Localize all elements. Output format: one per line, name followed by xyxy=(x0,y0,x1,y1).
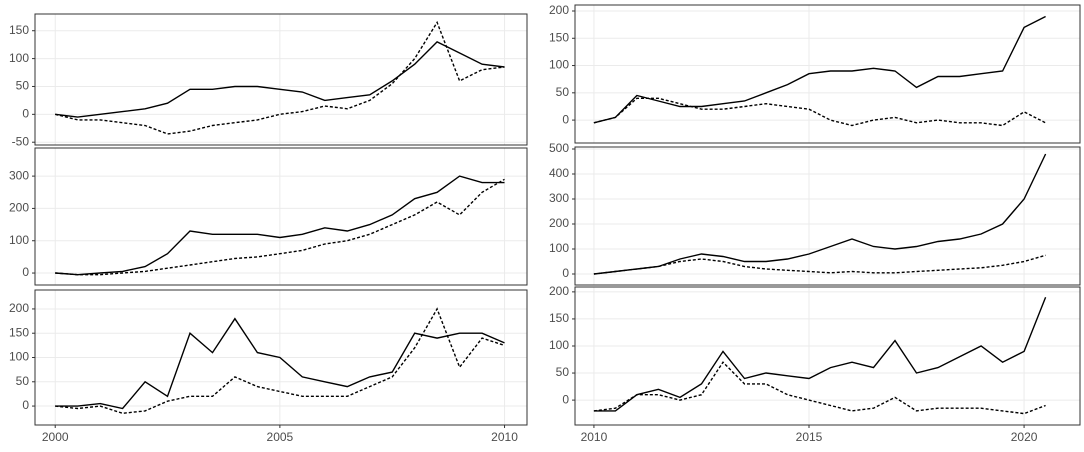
y-tick-label: 100 xyxy=(549,338,569,352)
y-tick-label: 0 xyxy=(562,266,569,280)
series-line xyxy=(593,97,1046,127)
x-tick-label: 2005 xyxy=(267,430,294,444)
series-line xyxy=(593,153,1047,275)
y-tick-label: 400 xyxy=(549,166,569,180)
y-tick-label: 0 xyxy=(22,265,29,279)
x-tick-label: 2010 xyxy=(581,430,608,444)
panel-background xyxy=(575,5,1080,143)
y-tick-label: 100 xyxy=(549,58,569,72)
y-tick-label: 0 xyxy=(562,392,569,406)
y-tick-label: 200 xyxy=(9,301,29,315)
y-tick-label: 100 xyxy=(9,233,29,247)
y-tick-label: 50 xyxy=(16,374,30,388)
series-line xyxy=(55,175,505,276)
series-line xyxy=(55,20,505,135)
y-tick-label: 0 xyxy=(562,112,569,126)
x-tick-label: 2010 xyxy=(491,430,518,444)
y-tick-label: -50 xyxy=(12,134,30,148)
y-tick-label: 50 xyxy=(556,365,570,379)
panel-frame xyxy=(574,146,1081,286)
y-tick-label: 300 xyxy=(9,168,29,182)
series-line xyxy=(593,15,1046,124)
y-tick-label: 50 xyxy=(556,85,570,99)
panel-frame xyxy=(34,13,528,146)
y-tick-label: 100 xyxy=(9,350,29,364)
y-tick-label: 200 xyxy=(549,216,569,230)
panel-frame xyxy=(574,4,1081,144)
x-tick-label: 2020 xyxy=(1011,430,1038,444)
y-tick-label: 500 xyxy=(549,141,569,155)
y-tick-label: 0 xyxy=(22,107,29,121)
series-line xyxy=(55,307,505,415)
series-line xyxy=(593,254,1046,275)
y-tick-label: 200 xyxy=(549,284,569,298)
series-line xyxy=(593,297,1047,412)
y-tick-label: 200 xyxy=(549,3,569,17)
panel-frame xyxy=(34,289,528,426)
panel-background xyxy=(575,287,1080,425)
panel-frame xyxy=(34,147,528,286)
series-line xyxy=(593,361,1046,415)
y-tick-label: 150 xyxy=(549,311,569,325)
panel-frame xyxy=(574,286,1081,426)
y-tick-label: 200 xyxy=(9,201,29,215)
panel-background xyxy=(35,14,527,145)
panel-background xyxy=(575,147,1080,285)
series-line xyxy=(55,317,505,410)
series-line xyxy=(55,178,505,276)
y-tick-label: 150 xyxy=(9,23,29,37)
y-tick-label: 100 xyxy=(549,241,569,255)
x-tick-label: 2000 xyxy=(42,430,69,444)
x-tick-label: 2015 xyxy=(796,430,823,444)
panel-background xyxy=(35,148,527,285)
y-tick-label: 50 xyxy=(16,79,30,93)
y-tick-label: 150 xyxy=(9,325,29,339)
y-tick-label: 150 xyxy=(549,30,569,44)
y-tick-label: 300 xyxy=(549,191,569,205)
y-tick-label: 100 xyxy=(9,51,29,65)
series-line xyxy=(55,41,505,118)
y-tick-label: 0 xyxy=(22,398,29,412)
